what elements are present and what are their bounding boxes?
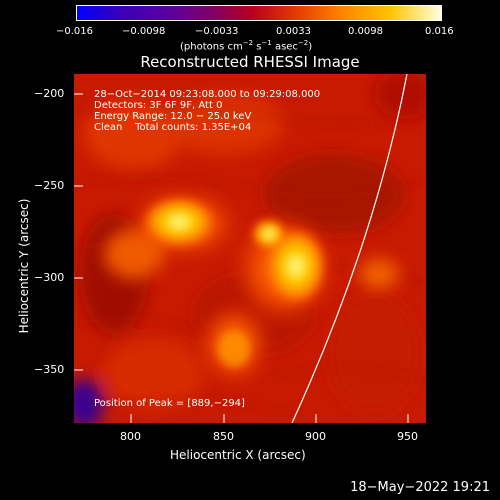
y-tick-label: −350 bbox=[34, 363, 65, 376]
colorbar-tick: −0.0098 bbox=[122, 26, 166, 37]
ripple-pattern bbox=[74, 102, 426, 416]
hot-source-south bbox=[218, 331, 250, 367]
image-title: Reconstructed RHESSI Image bbox=[140, 53, 360, 71]
y-tick-label: −200 bbox=[34, 87, 65, 100]
hot-source-west bbox=[141, 196, 217, 248]
peak-position-label: Position of Peak = [889,−294] bbox=[94, 398, 245, 409]
x-tick-label: 850 bbox=[213, 430, 234, 443]
colorbar-tick: 0.0098 bbox=[348, 26, 383, 37]
info-line-counts: Clean Total counts: 1.35E+04 bbox=[94, 122, 252, 133]
colorbar-unit-label: (photons cm−2 s−1 asec−2) bbox=[180, 39, 313, 53]
background-texture bbox=[74, 74, 426, 423]
info-line-energy: Energy Range: 12.0 − 25.0 keV bbox=[94, 111, 252, 122]
rhessi-image-plot: 28−Oct−2014 09:23:08.000 to 09:29:08.000… bbox=[74, 74, 426, 423]
colorbar-tick: −0.0033 bbox=[195, 26, 239, 37]
render-timestamp: 18−May−2022 19:21 bbox=[350, 480, 490, 495]
info-line-detectors: Detectors: 3F 6F 9F, Att 0 bbox=[94, 100, 223, 111]
x-tick-label: 900 bbox=[305, 430, 326, 443]
colorbar-tick: 0.016 bbox=[425, 26, 454, 37]
y-axis-title: Heliocentric Y (arcsec) bbox=[17, 198, 31, 334]
x-tick-label: 800 bbox=[120, 430, 141, 443]
colorbar-tick: 0.0033 bbox=[276, 26, 311, 37]
x-axis-title: Heliocentric X (arcsec) bbox=[170, 448, 306, 462]
y-tick-label: −300 bbox=[34, 271, 65, 284]
axis-ticks bbox=[74, 93, 409, 423]
hot-sources bbox=[141, 196, 328, 367]
hot-source-mid bbox=[251, 218, 287, 250]
colorbar-tick: −0.016 bbox=[56, 26, 94, 37]
info-line-time: 28−Oct−2014 09:23:08.000 to 09:29:08.000 bbox=[94, 89, 321, 100]
rhessi-map-svg bbox=[74, 74, 426, 423]
y-tick-label: −250 bbox=[34, 179, 65, 192]
x-tick-label: 950 bbox=[397, 430, 418, 443]
solar-limb-line bbox=[291, 74, 408, 423]
colorbar bbox=[76, 5, 442, 21]
